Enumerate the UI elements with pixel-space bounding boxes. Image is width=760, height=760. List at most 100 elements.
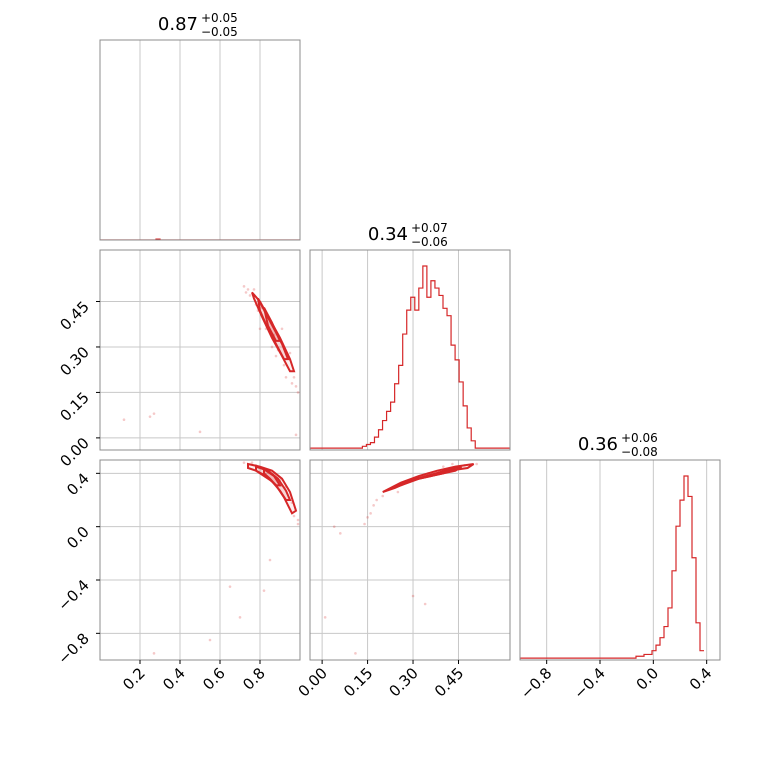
sample-point: [248, 294, 252, 297]
x-tick-label: 0.30: [386, 664, 422, 700]
y-tick-label: 0.15: [56, 389, 92, 425]
pair-panel-2-0: [99, 459, 301, 661]
sample-point: [339, 532, 342, 535]
sample-point: [332, 525, 336, 528]
density-fill: [382, 464, 474, 492]
contour-level-2: [263, 307, 282, 342]
sample-point: [369, 512, 372, 515]
sample-point: [296, 522, 300, 526]
sample-point: [250, 461, 254, 464]
x-tick-label: 0.00: [295, 664, 331, 700]
param-title-0: 0.87: [158, 14, 198, 35]
sample-point: [246, 288, 250, 291]
hist-panel-2: 0.36 +0.06−0.08: [519, 431, 721, 661]
sample-point: [242, 285, 246, 288]
sample-point: [294, 385, 298, 388]
x-tick-label: 0.15: [340, 664, 376, 700]
density-fill: [264, 469, 280, 486]
pair-frame-2-0: [99, 459, 301, 661]
sample-point: [323, 616, 327, 619]
sample-point: [288, 351, 292, 355]
sample-point: [262, 589, 266, 592]
contour-level-2: [412, 469, 450, 481]
x-tick-label: 0.45: [431, 664, 467, 700]
sample-point: [274, 354, 278, 358]
sample-point: [148, 415, 152, 418]
pair-panel-1-0: [99, 249, 301, 451]
x-tick-label: −0.8: [517, 664, 555, 702]
sample-point: [242, 461, 246, 464]
sample-point: [258, 327, 262, 331]
sample-point: [228, 585, 232, 588]
y-tick-label: 0.0: [63, 523, 93, 553]
contour-level-0: [247, 462, 298, 515]
hist-line-2: [520, 475, 704, 660]
pair-panel-2-1: [309, 459, 511, 661]
sample-point: [152, 652, 156, 655]
sample-point: [411, 594, 415, 598]
sample-point: [122, 418, 126, 422]
y-tick-label: 0.30: [56, 343, 92, 379]
sample-point: [208, 638, 212, 642]
sample-point: [280, 327, 284, 331]
hist-line-0: [100, 238, 300, 240]
sample-point: [238, 616, 242, 619]
sample-point: [442, 465, 445, 468]
sample-point: [252, 288, 256, 291]
contour-level-2: [263, 467, 282, 487]
contour-level-1: [257, 298, 290, 361]
x-tick-label: 0.4: [686, 664, 716, 694]
sample-point: [296, 518, 300, 522]
hist-frame-0: [99, 39, 301, 241]
sample-point: [451, 462, 454, 466]
sample-point: [354, 652, 357, 655]
x-tick-label: −0.4: [570, 664, 608, 702]
param-title-minus-0: −0.05: [201, 25, 238, 39]
sample-point: [284, 375, 288, 379]
sample-point: [198, 430, 202, 434]
sample-point: [294, 433, 298, 437]
param-title-plus-0: +0.05: [201, 11, 238, 25]
y-tick-label: −0.8: [54, 629, 92, 667]
x-tick-label: 0.8: [239, 664, 269, 694]
sample-point: [372, 504, 375, 507]
x-tick-label: 0.0: [633, 664, 663, 694]
y-tick-label: −0.4: [54, 576, 92, 614]
sample-point: [270, 345, 274, 349]
param-title-plus-2: +0.06: [621, 431, 658, 445]
param-title-minus-2: −0.08: [621, 445, 658, 459]
param-title-2: 0.36: [578, 434, 618, 455]
sample-point: [152, 412, 156, 415]
sample-point: [292, 514, 296, 518]
sample-point: [290, 382, 294, 385]
sample-point: [475, 462, 478, 466]
param-title-plus-1: +0.07: [411, 221, 448, 235]
sample-point: [366, 516, 369, 519]
sample-point: [296, 391, 300, 394]
hist-panel-1: 0.34 +0.07−0.06: [309, 221, 511, 451]
pair-frame-2-1: [309, 459, 511, 661]
sample-point: [363, 522, 366, 526]
hist-panel-0: 0.87 +0.05−0.05: [99, 11, 301, 241]
y-tick-label: 0.4: [63, 469, 93, 499]
x-tick-label: 0.6: [199, 664, 229, 694]
param-title-minus-1: −0.06: [411, 235, 448, 249]
y-tick-label: 0.00: [56, 434, 92, 470]
param-title-1: 0.34: [368, 224, 408, 245]
sample-point: [244, 291, 248, 294]
sample-point: [381, 494, 385, 498]
y-tick-label: 0.45: [56, 298, 92, 334]
hist-line-1: [310, 265, 510, 450]
sample-point: [375, 498, 378, 502]
pair-frame-1-0: [99, 249, 301, 451]
x-tick-label: 0.2: [119, 664, 149, 694]
sample-point: [292, 375, 296, 379]
hist-frame-1: [309, 249, 511, 451]
hist-frame-2: [519, 459, 721, 661]
x-tick-label: 0.4: [159, 664, 189, 694]
sample-point: [282, 363, 286, 367]
density-fill: [252, 292, 294, 372]
sample-point: [268, 558, 272, 562]
sample-point: [423, 602, 427, 606]
